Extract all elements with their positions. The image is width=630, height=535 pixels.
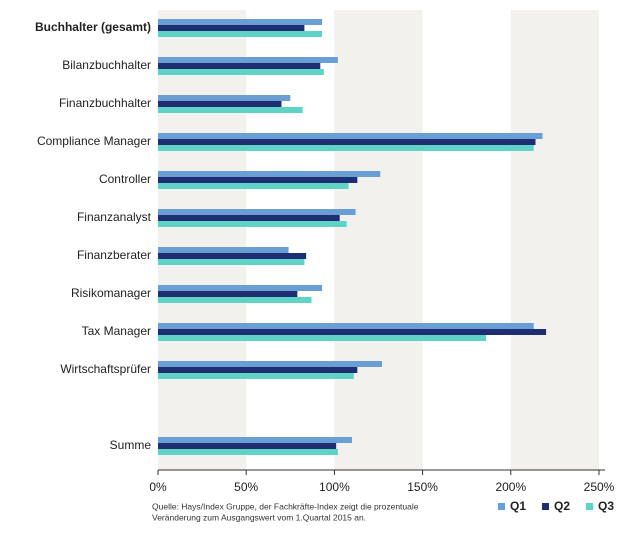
bar (158, 107, 303, 113)
legend-label: Q1 (510, 499, 526, 513)
bar (158, 361, 383, 367)
category-label: Compliance Manager (37, 134, 151, 148)
bar (158, 373, 354, 379)
bar (158, 19, 323, 25)
legend-swatch (542, 503, 549, 510)
x-tick-label: 200% (495, 480, 526, 494)
bar (158, 133, 543, 139)
category-label: Bilanzbuchhalter (62, 58, 151, 72)
category-label: Wirtschaftsprüfer (60, 362, 151, 376)
bar (158, 449, 338, 455)
source-line: Quelle: Hays/Index Gruppe, der Fachkräft… (152, 501, 419, 511)
bar (158, 247, 289, 253)
bar (158, 171, 381, 177)
bar (158, 323, 534, 329)
bar (158, 253, 307, 259)
bar (158, 285, 323, 291)
category-label: Finanzbuchhalter (59, 96, 151, 110)
x-tick-label: 0% (149, 480, 167, 494)
legend-swatch (498, 503, 505, 510)
bar (158, 215, 340, 221)
category-label: Finanzberater (77, 248, 151, 262)
legend-label: Q2 (554, 499, 570, 513)
category-label: Summe (110, 438, 152, 452)
bar (158, 437, 353, 443)
bar (158, 297, 312, 303)
bar (158, 209, 356, 215)
background-band (334, 10, 423, 470)
bar (158, 139, 536, 145)
x-tick-label: 250% (584, 480, 615, 494)
bar (158, 259, 305, 265)
x-tick-label: 100% (319, 480, 350, 494)
legend-label: Q3 (598, 499, 614, 513)
bar (158, 329, 547, 335)
bar (158, 335, 487, 341)
bar (158, 57, 338, 63)
bar (158, 183, 349, 189)
category-label: Risikomanager (71, 286, 151, 300)
bar (158, 95, 291, 101)
bar (158, 145, 534, 151)
bar (158, 291, 298, 297)
bar (158, 63, 321, 69)
legend-swatch (586, 503, 593, 510)
category-label: Finanzanalyst (77, 210, 152, 224)
background-band (158, 10, 247, 470)
bar (158, 367, 358, 373)
bar (158, 25, 305, 31)
source-line: Veränderung zum Ausgangswert vom 1.Quart… (152, 512, 366, 522)
x-tick-label: 50% (234, 480, 258, 494)
category-label: Controller (99, 172, 151, 186)
bar (158, 221, 347, 227)
bar (158, 177, 358, 183)
bar (158, 443, 337, 449)
bar (158, 31, 323, 37)
x-tick-label: 150% (407, 480, 438, 494)
category-label: Tax Manager (82, 324, 151, 338)
background-band (510, 10, 599, 470)
bar (158, 69, 324, 75)
bar (158, 101, 282, 107)
category-label: Buchhalter (gesamt) (35, 20, 151, 34)
